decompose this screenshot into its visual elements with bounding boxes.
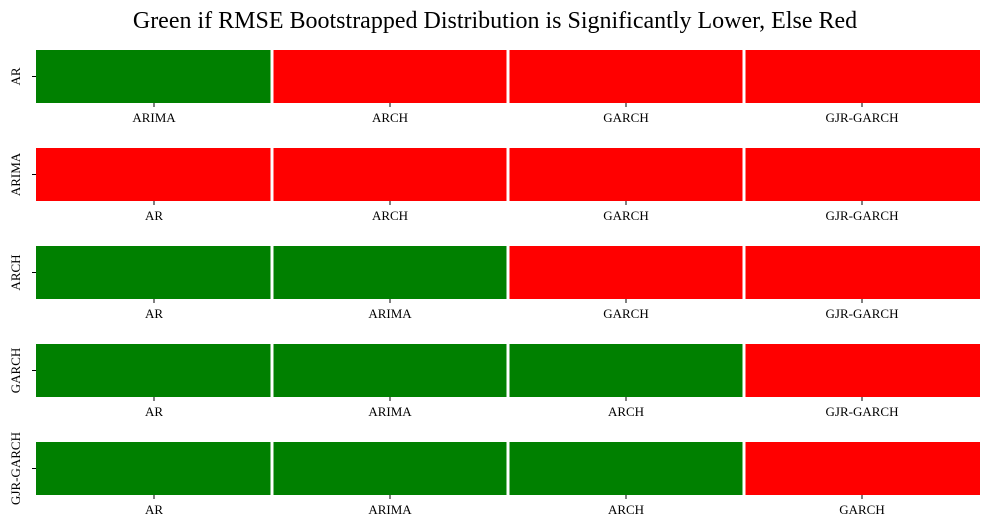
heatmap-cell-arch-vs-garch xyxy=(509,246,743,299)
x-tick-label: ARIMA xyxy=(368,306,412,321)
heatmap-cell-gjr-garch-vs-arch xyxy=(509,442,743,495)
heatmap-cell-garch-vs-ar xyxy=(36,344,271,397)
x-tick-label: ARIMA xyxy=(132,110,176,125)
x-tick-label: ARIMA xyxy=(368,404,412,419)
x-tick-label: GJR-GARCH xyxy=(826,110,899,125)
y-tick-label-ar: AR xyxy=(8,67,23,85)
heatmap-cell-arima-vs-ar xyxy=(36,148,271,201)
x-tick-label: GJR-GARCH xyxy=(826,404,899,419)
heatmap-cell-gjr-garch-vs-ar xyxy=(36,442,271,495)
x-tick-label: AR xyxy=(145,306,163,321)
panel-ar: ARIMA ARCH GARCH GJR-GARCH AR xyxy=(8,50,980,125)
x-tick-label: ARCH xyxy=(608,404,644,419)
x-tick-label: AR xyxy=(145,404,163,419)
panel-arima: AR ARCH GARCH GJR-GARCH ARIMA xyxy=(8,148,980,223)
panel-arch: AR ARIMA GARCH GJR-GARCH ARCH xyxy=(8,246,980,321)
heatmap-cell-gjr-garch-vs-arima xyxy=(273,442,507,495)
heatmap-cell-ar-vs-garch xyxy=(509,50,743,103)
x-tick-label: AR xyxy=(145,208,163,223)
heatmap-cell-ar-vs-arima xyxy=(36,50,271,103)
heatmap-cell-arima-vs-gjr-garch xyxy=(745,148,980,201)
x-tick-label: GARCH xyxy=(603,306,649,321)
y-tick-label-arima: ARIMA xyxy=(8,152,23,196)
heatmap-cell-arima-vs-arch xyxy=(273,148,507,201)
heatmap-cell-arima-vs-garch xyxy=(509,148,743,201)
heatmap-cell-ar-vs-gjr-garch xyxy=(745,50,980,103)
x-tick-label: GARCH xyxy=(839,502,885,517)
chart-title: Green if RMSE Bootstrapped Distribution … xyxy=(133,8,857,34)
x-tick-label: AR xyxy=(145,502,163,517)
heatmap-cell-ar-vs-arch xyxy=(273,50,507,103)
panel-gjr-garch: AR ARIMA ARCH GARCH GJR-GARCH xyxy=(8,432,980,517)
heatmap-cell-gjr-garch-vs-garch xyxy=(745,442,980,495)
heatmap-cell-arch-vs-ar xyxy=(36,246,271,299)
x-tick-label: GJR-GARCH xyxy=(826,306,899,321)
heatmap-cell-garch-vs-gjr-garch xyxy=(745,344,980,397)
y-tick-label-gjr-garch: GJR-GARCH xyxy=(8,432,23,505)
heatmap-cell-garch-vs-arima xyxy=(273,344,507,397)
x-tick-label: GJR-GARCH xyxy=(826,208,899,223)
x-tick-label: GARCH xyxy=(603,110,649,125)
y-tick-label-arch: ARCH xyxy=(8,254,23,290)
y-tick-label-garch: GARCH xyxy=(8,348,23,394)
heatmap-panels: ARIMA ARCH GARCH GJR-GARCH AR AR ARCH GARCH GJR-… xyxy=(8,50,980,517)
x-tick-label: GARCH xyxy=(603,208,649,223)
x-tick-label: ARCH xyxy=(372,110,408,125)
x-tick-label: ARIMA xyxy=(368,502,412,517)
x-tick-label: ARCH xyxy=(608,502,644,517)
x-tick-label: ARCH xyxy=(372,208,408,223)
heatmap-cell-arch-vs-arima xyxy=(273,246,507,299)
heatmap-cell-arch-vs-gjr-garch xyxy=(745,246,980,299)
panel-garch: AR ARIMA ARCH GJR-GARCH GARCH xyxy=(8,344,980,419)
heatmap-cell-garch-vs-arch xyxy=(509,344,743,397)
